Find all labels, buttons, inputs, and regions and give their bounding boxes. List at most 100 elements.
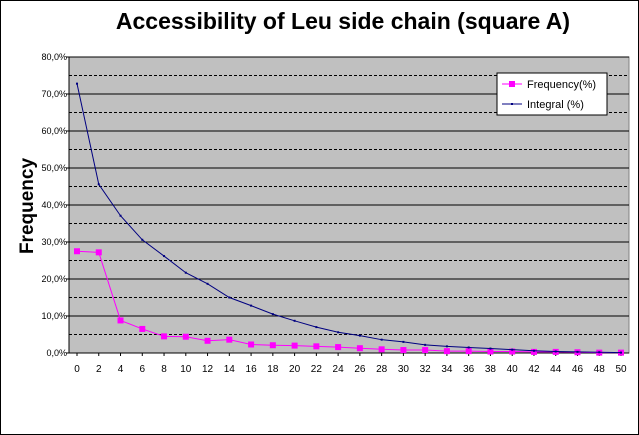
x-tick-label: 30 <box>398 364 410 375</box>
x-tick-label: 44 <box>550 364 562 375</box>
series-line <box>76 83 622 354</box>
legend-swatch-marker <box>509 81 515 87</box>
y-tick-label: 30,0% <box>41 237 67 247</box>
data-point <box>598 351 601 354</box>
data-point <box>400 347 407 354</box>
data-point <box>95 249 102 256</box>
legend-box <box>496 72 608 116</box>
x-tick-label: 50 <box>615 364 627 375</box>
data-point <box>465 348 472 355</box>
data-point <box>74 248 80 255</box>
data-point <box>358 334 361 337</box>
legend-label: Frequency(%) <box>527 79 596 91</box>
data-point <box>424 343 427 346</box>
series-line <box>76 250 621 354</box>
data-point <box>161 333 168 340</box>
y-tick-labels: 0,0% 10,0% 20,0% 30,0% 40,0% 50,0% 60,0% 70,0% 8… <box>41 52 69 358</box>
data-point <box>293 319 296 322</box>
data-point <box>117 317 124 324</box>
y-tick-label: 50,0% <box>41 163 67 173</box>
legend-entry: Integral (%) <box>502 99 584 111</box>
data-point <box>204 337 211 344</box>
x-tick-label: 20 <box>289 364 301 375</box>
y-tick-label: 40,0% <box>41 200 67 210</box>
y-tick-label: 10,0% <box>41 311 67 321</box>
data-point <box>141 238 144 241</box>
x-tick-label: 0 <box>74 364 80 375</box>
x-tick-label: 26 <box>354 364 366 375</box>
data-point <box>530 348 537 355</box>
data-point <box>248 341 255 348</box>
legend-label: Integral (%) <box>527 99 584 111</box>
x-tick-label: 24 <box>333 364 345 375</box>
series-integral <box>76 82 622 354</box>
x-tick-label: 46 <box>572 364 584 375</box>
data-point <box>291 342 298 349</box>
x-tick-label: 22 <box>311 364 323 375</box>
data-point <box>489 347 492 350</box>
data-point <box>139 325 146 332</box>
x-tick-label: 16 <box>246 364 258 375</box>
y-tick-label: 20,0% <box>41 274 67 284</box>
data-point <box>509 348 516 355</box>
data-point <box>554 350 557 353</box>
data-point <box>269 342 276 349</box>
data-point <box>356 345 363 352</box>
x-tick-label: 2 <box>96 364 102 375</box>
x-tick-labels: 0 2 4 6 8 10 12 14 16 18 20 22 24 26 28 30 32 34 36 38 40 42 4… <box>74 353 627 375</box>
x-tick-label: 10 <box>180 364 192 375</box>
x-tick-label: 14 <box>224 364 236 375</box>
data-point <box>422 347 429 354</box>
x-tick-label: 4 <box>118 364 124 375</box>
data-point <box>119 214 122 217</box>
series-layer <box>74 82 624 356</box>
x-tick-label: 36 <box>463 364 475 375</box>
data-point <box>228 296 231 299</box>
legend: Frequency(%) Integral (%) <box>496 72 608 116</box>
data-point <box>337 331 340 334</box>
data-point <box>182 333 189 340</box>
legend-entry: Frequency(%) <box>502 79 596 91</box>
x-tick-label: 48 <box>594 364 606 375</box>
data-point <box>443 348 450 355</box>
data-point <box>487 348 494 355</box>
data-point <box>206 282 209 285</box>
data-point <box>576 350 579 353</box>
x-tick-label: 40 <box>507 364 519 375</box>
y-tick-label: 80,0% <box>41 52 67 62</box>
x-tick-label: 8 <box>161 364 167 375</box>
data-point <box>511 348 514 351</box>
x-tick-label: 12 <box>202 364 214 375</box>
y-tick-label: 70,0% <box>41 89 67 99</box>
legend-swatch-marker <box>511 103 513 105</box>
grid-layer <box>68 56 629 354</box>
data-point <box>313 343 320 350</box>
x-tick-label: 18 <box>267 364 279 375</box>
x-tick-label: 28 <box>376 364 388 375</box>
data-point <box>271 313 274 316</box>
data-point <box>620 351 622 354</box>
data-point <box>335 344 342 351</box>
data-point <box>445 345 448 348</box>
data-point <box>226 336 233 343</box>
x-tick-label: 6 <box>139 364 145 375</box>
data-point <box>250 304 253 307</box>
data-point <box>97 183 100 186</box>
y-tick-label: 60,0% <box>41 126 67 136</box>
x-tick-label: 38 <box>485 364 497 375</box>
data-point <box>76 82 78 85</box>
data-point <box>378 346 385 353</box>
data-point <box>315 326 318 329</box>
x-tick-label: 32 <box>420 364 432 375</box>
chart-title: Accessibility of Leu side chain (square … <box>115 8 571 34</box>
x-tick-label: 34 <box>441 364 453 375</box>
data-point <box>532 349 535 352</box>
data-point <box>163 255 166 258</box>
data-point <box>184 271 187 274</box>
x-tick-label: 42 <box>528 364 540 375</box>
y-tick-label: 0,0% <box>46 348 67 358</box>
data-point <box>467 346 470 349</box>
data-point <box>402 340 405 343</box>
data-point <box>380 338 383 341</box>
